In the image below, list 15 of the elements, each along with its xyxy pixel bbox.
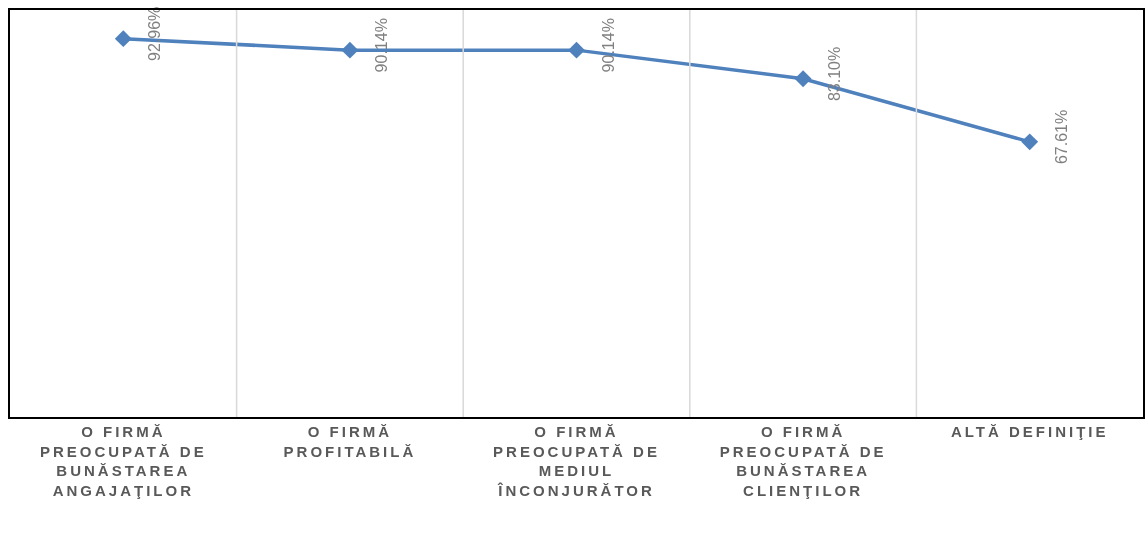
point	[341, 41, 359, 59]
point	[1021, 133, 1039, 151]
x-tick-label: O FIRMĂ PREOCUPATĂ DE MEDIUL ÎNCONJURĂTOR	[493, 423, 660, 499]
x-tick-label: O FIRMĂ PREOCUPATĂ DE BUNĂSTAREA ANGAJAŢILOR	[39, 423, 207, 499]
point	[568, 41, 585, 59]
x-tick-label: ALTĂ DEFINIŢIE	[950, 423, 1109, 440]
data-label: 90.14%	[373, 18, 391, 73]
data-label: 90.14%	[599, 18, 617, 73]
x-tick-label: O FIRMĂ PROFITABILĂ	[283, 423, 417, 460]
x-tick-label: O FIRMĂ PREOCUPATĂ DE BUNĂSTAREA CLIENŢILOR	[719, 423, 887, 499]
data-label: 83.10%	[826, 46, 844, 102]
point	[794, 70, 812, 88]
data-label: 67.61%	[1052, 109, 1070, 165]
data-label: 92.96%	[146, 6, 164, 61]
point	[114, 30, 132, 48]
